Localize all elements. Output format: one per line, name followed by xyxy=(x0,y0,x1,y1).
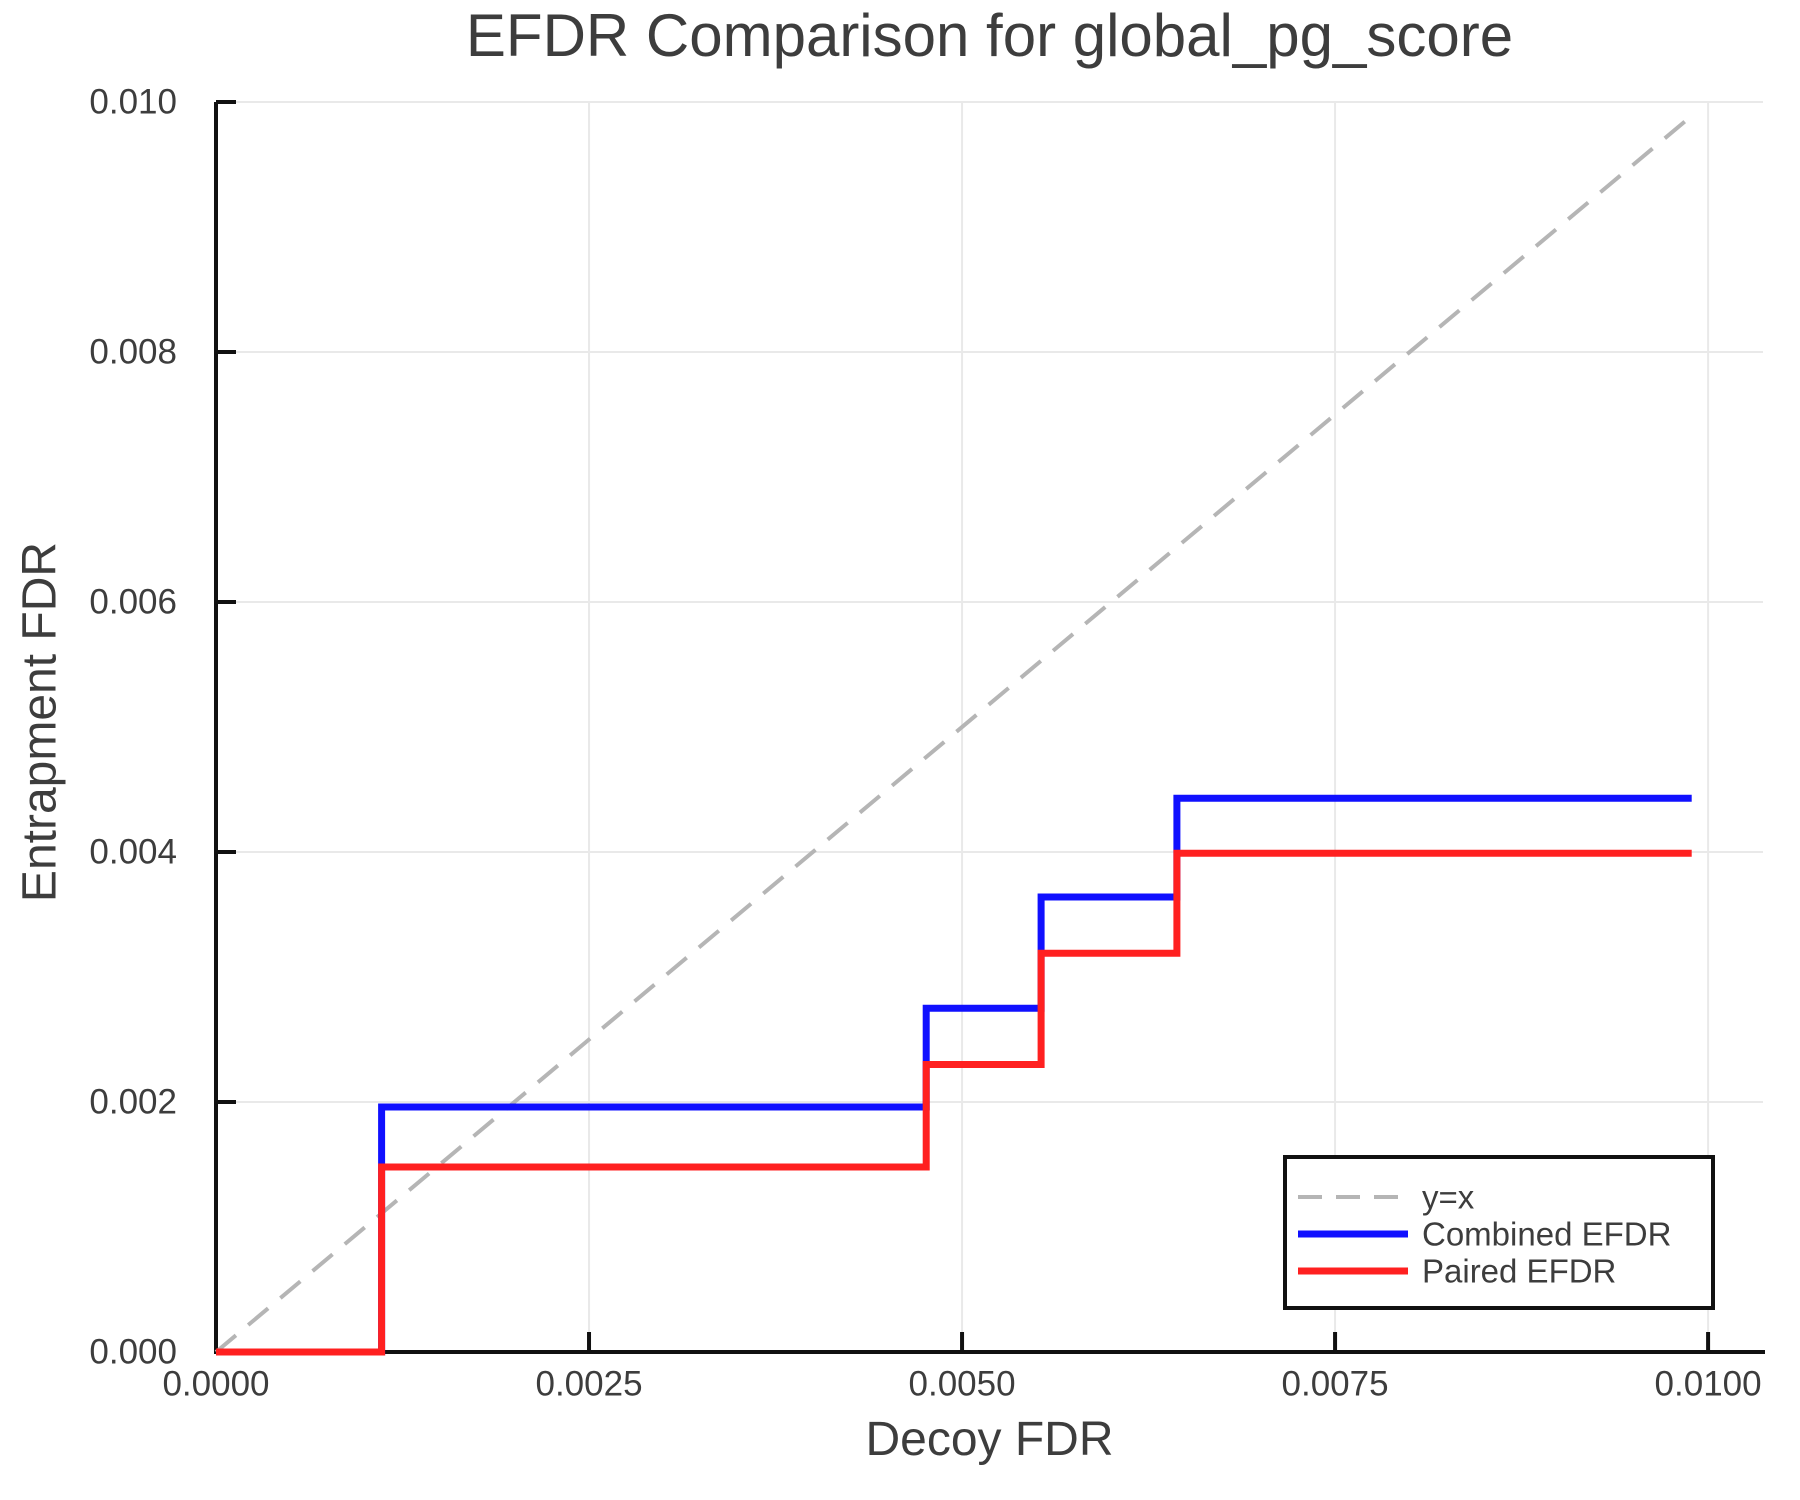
legend-label: y=x xyxy=(1422,1179,1475,1216)
x-tick-label: 0.0025 xyxy=(535,1365,642,1404)
legend-label: Paired EFDR xyxy=(1422,1253,1616,1290)
y-tick-label: 0.004 xyxy=(89,833,177,872)
y-tick-label: 0.002 xyxy=(89,1083,177,1122)
x-tick-label: 0.0100 xyxy=(1655,1365,1762,1404)
series-line-paired-efdr xyxy=(216,849,1692,1356)
y-tick-label: 0.008 xyxy=(89,333,177,372)
x-tick-label: 0.0075 xyxy=(1282,1365,1389,1404)
y-tick-label: 0.000 xyxy=(89,1333,177,1372)
series-line-y-x xyxy=(214,112,1695,1354)
y-tick-label: 0.010 xyxy=(89,83,177,122)
legend-label: Combined EFDR xyxy=(1422,1216,1671,1253)
chart-title: EFDR Comparison for global_pg_score xyxy=(465,2,1514,69)
x-tick-label: 0.0000 xyxy=(162,1365,269,1404)
y-tick-label: 0.006 xyxy=(89,583,177,622)
x-tick-label: 0.0050 xyxy=(909,1365,1016,1404)
x-axis-title: Decoy FDR xyxy=(865,1413,1114,1466)
